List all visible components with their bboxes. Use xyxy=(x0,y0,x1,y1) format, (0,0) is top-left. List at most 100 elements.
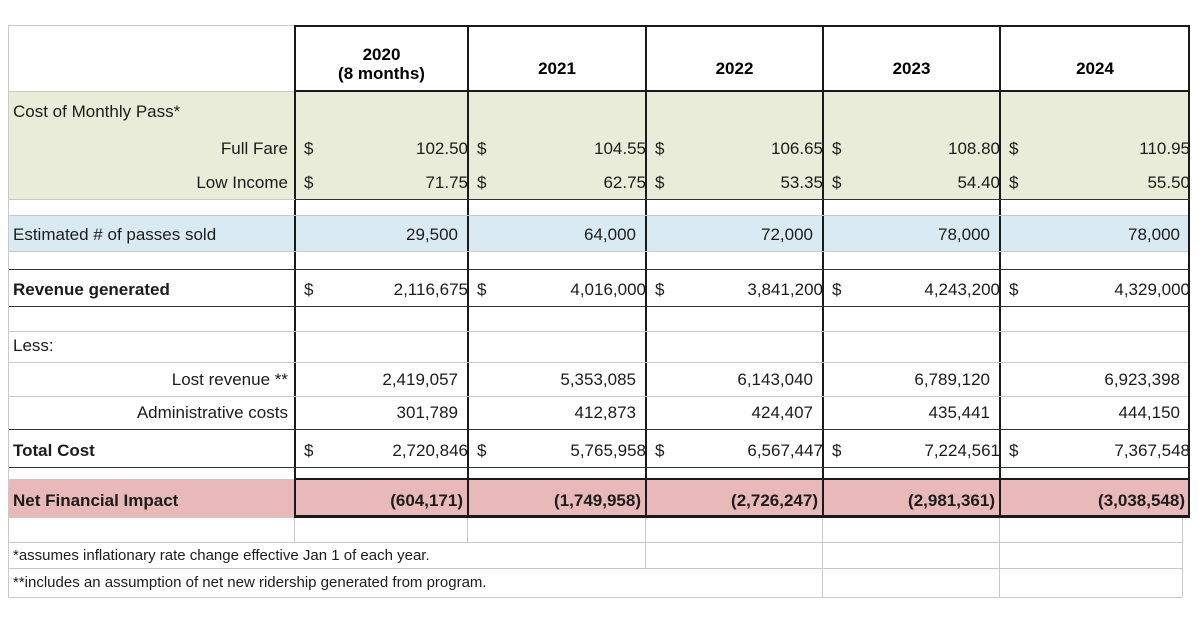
less-2020[interactable] xyxy=(295,332,468,363)
amount: 6,789,120 xyxy=(914,370,990,390)
dollar-sign: $ xyxy=(477,280,487,300)
lost-2020[interactable]: 2,419,057 xyxy=(295,363,468,397)
amount: 78,000 xyxy=(1128,225,1180,245)
amount: 6,923,398 xyxy=(1104,370,1180,390)
header-corner-cell[interactable] xyxy=(8,25,295,92)
header-year-2020[interactable]: 2020 (8 months) xyxy=(295,25,468,92)
net-2024[interactable]: (3,038,548) xyxy=(1000,480,1190,518)
cost_title-2024[interactable] xyxy=(1000,92,1190,129)
label-text: Administrative costs xyxy=(136,403,288,423)
cost_title-2022[interactable] xyxy=(646,92,823,129)
net-2023[interactable]: (2,981,361) xyxy=(823,480,1000,518)
passes-2023[interactable]: 78,000 xyxy=(823,216,1000,252)
label-text: Estimated # of passes sold xyxy=(13,225,217,245)
amount: 2,419,057 xyxy=(382,370,458,390)
gridline xyxy=(999,518,1000,597)
net-2020[interactable]: (604,171) xyxy=(295,480,468,518)
cost_title-2023[interactable] xyxy=(823,92,1000,129)
full_fare-2024[interactable]: $110.95 xyxy=(1000,129,1190,166)
total-2024[interactable]: $7,367,548 xyxy=(1000,430,1190,468)
passes-2022[interactable]: 72,000 xyxy=(646,216,823,252)
header-year-2021[interactable]: 2021 xyxy=(468,25,646,92)
revenue-label[interactable]: Revenue generated xyxy=(8,270,295,307)
amount: 444,150 xyxy=(1118,403,1180,423)
dollar-sign: $ xyxy=(832,441,842,461)
cost_title-2021[interactable] xyxy=(468,92,646,129)
cost_title-label[interactable]: Cost of Monthly Pass* xyxy=(8,92,295,129)
revenue-2020[interactable]: $2,116,675 xyxy=(295,270,468,307)
low_income-2020[interactable]: $71.75 xyxy=(295,166,468,200)
footnote-2-cell[interactable]: **includes an assumption of net new ride… xyxy=(8,568,823,597)
less-label[interactable]: Less: xyxy=(8,332,295,363)
footnote-1-cell[interactable]: *assumes inflationary rate change effect… xyxy=(8,542,646,568)
admin-2020[interactable]: 301,789 xyxy=(295,397,468,430)
lost-2024[interactable]: 6,923,398 xyxy=(1000,363,1190,397)
net-label[interactable]: Net Financial Impact xyxy=(8,480,295,518)
total-2021[interactable]: $5,765,958 xyxy=(468,430,646,468)
header-year-2022[interactable]: 2022 xyxy=(646,25,823,92)
lost-label[interactable]: Lost revenue ** xyxy=(8,363,295,397)
passes-2020[interactable]: 29,500 xyxy=(295,216,468,252)
low_income-2021[interactable]: $62.75 xyxy=(468,166,646,200)
row-low_income: Low Income $71.75 $62.75 $53.35 $54.40 $55.50 xyxy=(8,166,1190,200)
less-2023[interactable] xyxy=(823,332,1000,363)
footnote-1-text: *assumes inflationary rate change effect… xyxy=(13,546,430,564)
net-2022[interactable]: (2,726,247) xyxy=(646,480,823,518)
lost-2023[interactable]: 6,789,120 xyxy=(823,363,1000,397)
admin-label[interactable]: Administrative costs xyxy=(8,397,295,430)
admin-2021[interactable]: 412,873 xyxy=(468,397,646,430)
admin-2024[interactable]: 444,150 xyxy=(1000,397,1190,430)
passes-2021[interactable]: 64,000 xyxy=(468,216,646,252)
revenue-2022[interactable]: $3,841,200 xyxy=(646,270,823,307)
full_fare-2022[interactable]: $106.65 xyxy=(646,129,823,166)
full_fare-label[interactable]: Full Fare xyxy=(8,129,295,166)
dollar-sign: $ xyxy=(655,441,665,461)
dollar-sign: $ xyxy=(1009,280,1019,300)
dollar-sign: $ xyxy=(477,139,487,159)
lost-2021[interactable]: 5,353,085 xyxy=(468,363,646,397)
total-2020[interactable]: $2,720,846 xyxy=(295,430,468,468)
passes-row-background xyxy=(8,216,1190,252)
amount: 301,789 xyxy=(396,403,458,423)
low_income-2024[interactable]: $55.50 xyxy=(1000,166,1190,200)
less-2024[interactable] xyxy=(1000,332,1190,363)
amount: 5,765,958 xyxy=(570,441,646,461)
amount: (2,726,247) xyxy=(731,491,818,511)
low_income-label[interactable]: Low Income xyxy=(8,166,295,200)
revenue-2023[interactable]: $4,243,200 xyxy=(823,270,1000,307)
full_fare-2023[interactable]: $108.80 xyxy=(823,129,1000,166)
cost_title-2020[interactable] xyxy=(295,92,468,129)
amount: 62.75 xyxy=(603,173,646,193)
spreadsheet-table: 2020 (8 months) 2021 2022 2023 2024 Cost of Mo… xyxy=(8,25,1190,600)
amount: 7,224,561 xyxy=(924,441,1000,461)
revenue-2024[interactable]: $4,329,000 xyxy=(1000,270,1190,307)
header-year-2023[interactable]: 2023 xyxy=(823,25,1000,92)
less-2021[interactable] xyxy=(468,332,646,363)
total-label[interactable]: Total Cost xyxy=(8,430,295,468)
passes-2024[interactable]: 78,000 xyxy=(1000,216,1190,252)
amount: 412,873 xyxy=(574,403,636,423)
full_fare-2021[interactable]: $104.55 xyxy=(468,129,646,166)
net-impact-row-background xyxy=(8,480,1190,518)
passes-label[interactable]: Estimated # of passes sold xyxy=(8,216,295,252)
low_income-2022[interactable]: $53.35 xyxy=(646,166,823,200)
year-label: 2024 xyxy=(1076,59,1114,79)
row-revenue: Revenue generated $2,116,675 $4,016,000 $3,… xyxy=(8,270,1190,307)
full_fare-2020[interactable]: $102.50 xyxy=(295,129,468,166)
net-2021[interactable]: (1,749,958) xyxy=(468,480,646,518)
amount: 424,407 xyxy=(751,403,813,423)
row-less: Less: xyxy=(8,332,1190,363)
admin-2023[interactable]: 435,441 xyxy=(823,397,1000,430)
admin-2022[interactable]: 424,407 xyxy=(646,397,823,430)
lost-2022[interactable]: 6,143,040 xyxy=(646,363,823,397)
amount: 6,143,040 xyxy=(737,370,813,390)
row-lost: Lost revenue ** 2,419,057 5,353,085 6,143,0… xyxy=(8,363,1190,397)
header-year-2024[interactable]: 2024 xyxy=(1000,25,1190,92)
total-2022[interactable]: $6,567,447 xyxy=(646,430,823,468)
revenue-2021[interactable]: $4,016,000 xyxy=(468,270,646,307)
less-2022[interactable] xyxy=(646,332,823,363)
amount: 6,567,447 xyxy=(747,441,823,461)
amount: 3,841,200 xyxy=(747,280,823,300)
low_income-2023[interactable]: $54.40 xyxy=(823,166,1000,200)
total-2023[interactable]: $7,224,561 xyxy=(823,430,1000,468)
